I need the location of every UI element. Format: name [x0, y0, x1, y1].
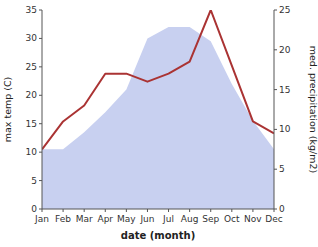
x-tick-label: Feb	[55, 214, 71, 224]
x-tick-label: Jun	[139, 214, 154, 224]
y2-tick-label: 25	[279, 5, 290, 15]
y-tick-label: 20	[26, 90, 38, 100]
y-axis-title: max temp (C)	[2, 77, 13, 143]
x-tick	[252, 209, 253, 212]
y-tick	[39, 10, 42, 11]
y2-tick-label: 5	[279, 164, 285, 174]
x-tick	[147, 209, 148, 212]
y2-tick	[274, 169, 277, 170]
y2-tick-label: 10	[279, 124, 291, 134]
y-tick	[39, 38, 42, 39]
x-tick-label: Jul	[162, 214, 174, 224]
x-axis-title: date (month)	[121, 230, 195, 241]
x-tick-label: Mar	[76, 214, 93, 224]
y-tick-label: 30	[26, 33, 38, 43]
x-tick-label: Jan	[34, 214, 49, 224]
y2-tick-label: 20	[279, 45, 291, 55]
x-tick-label: Aug	[181, 214, 199, 224]
x-tick	[126, 209, 127, 212]
x-tick-label: Sep	[202, 214, 219, 224]
x-tick	[168, 209, 169, 212]
y2-tick-label: 0	[279, 204, 285, 214]
y-tick-label: 15	[26, 119, 37, 129]
y2-tick-label: 15	[279, 85, 290, 95]
y-tick	[39, 209, 42, 210]
y-tick-label: 0	[31, 204, 37, 214]
y-tick	[39, 66, 42, 67]
plot-area	[42, 10, 274, 209]
x-tick	[105, 209, 106, 212]
y2-tick	[274, 10, 277, 11]
y-tick	[39, 123, 42, 124]
y-tick	[39, 152, 42, 153]
y-axis-line	[42, 10, 43, 209]
x-tick-label: Oct	[224, 214, 240, 224]
line	[42, 10, 274, 149]
x-tick-label: May	[117, 214, 136, 224]
y-tick-label: 35	[26, 5, 37, 15]
x-tick	[231, 209, 232, 212]
x-tick	[210, 209, 211, 212]
y2-tick	[274, 129, 277, 130]
axes: JanFebMarAprMayJunJulAugSepOctNovDec0510…	[26, 5, 291, 224]
x-tick	[84, 209, 85, 212]
area	[42, 27, 274, 209]
x-tick-label: Nov	[244, 214, 262, 224]
y2-axis-title: med. precipitation (kg/m2)	[308, 46, 318, 173]
x-tick-label: Dec	[265, 214, 282, 224]
y2-tick	[274, 89, 277, 90]
y-tick	[39, 95, 42, 96]
y2-tick	[274, 209, 277, 210]
y2-tick	[274, 49, 277, 50]
x-tick	[63, 209, 64, 212]
y-tick-label: 5	[31, 176, 37, 186]
x-tick	[189, 209, 190, 212]
y-tick	[39, 180, 42, 181]
y-tick-label: 25	[26, 62, 37, 72]
y-tick-label: 10	[26, 147, 38, 157]
chart: JanFebMarAprMayJunJulAugSepOctNovDec0510…	[0, 0, 318, 247]
x-axis-line	[42, 209, 274, 210]
x-tick-label: Apr	[97, 214, 113, 224]
y2-axis-line	[274, 10, 275, 209]
